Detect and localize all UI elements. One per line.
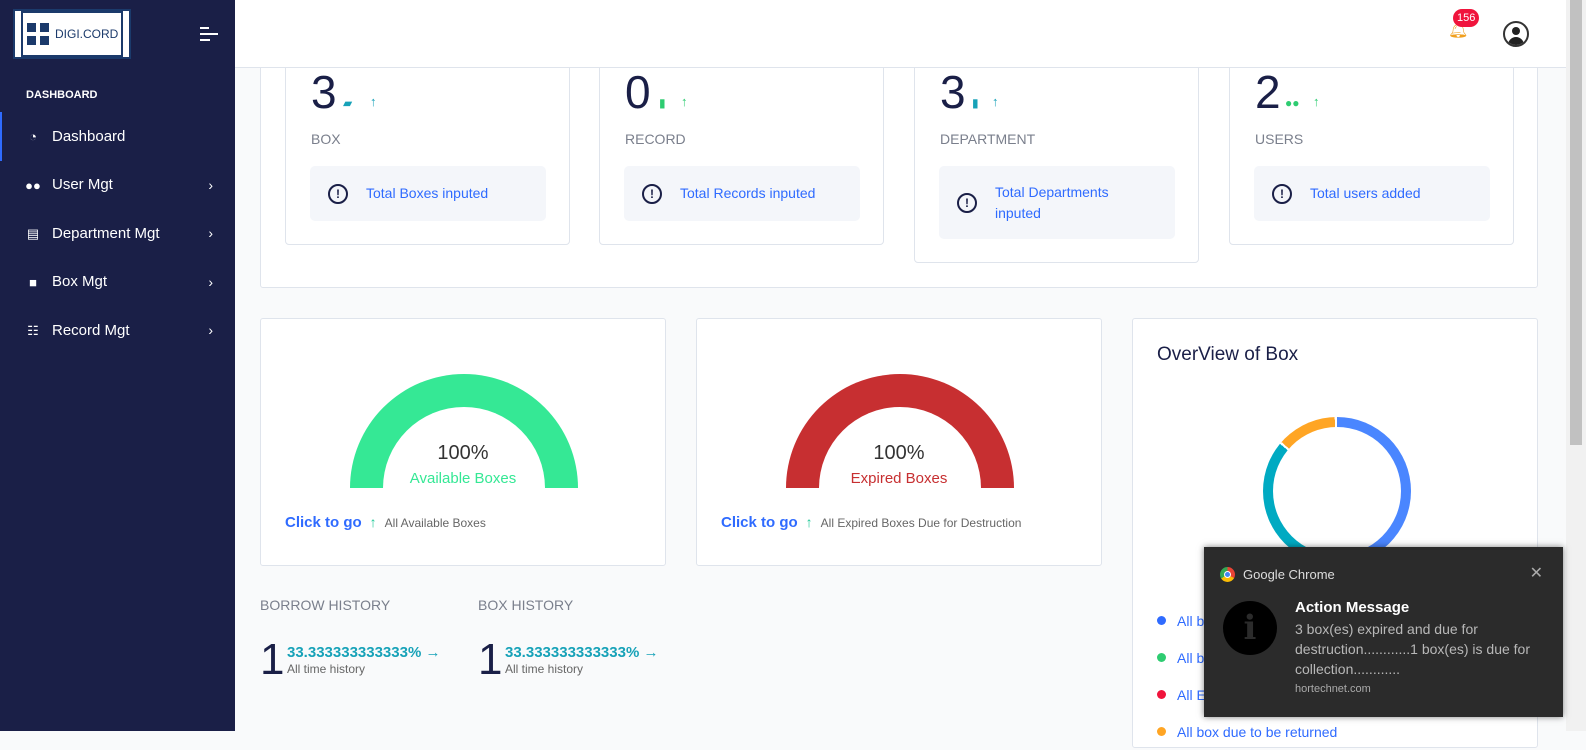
- gauge-label: Expired Boxes: [850, 470, 948, 487]
- gauge-percent: 100%: [873, 442, 925, 464]
- stat-info: ! Total Records inputed: [624, 166, 860, 221]
- stat-info-text: Total users added: [1310, 185, 1421, 201]
- click-to-go-link[interactable]: Click to go: [285, 514, 362, 531]
- building-icon: ▮: [972, 96, 979, 110]
- sidebar-section-label: DASHBOARD: [26, 89, 98, 101]
- box-history-title: BOX HISTORY: [478, 597, 574, 613]
- legend-item[interactable]: All E: [1157, 676, 1337, 713]
- logo-text: DIGI.CORD: [55, 27, 119, 41]
- top-header: 🔔︎ 156: [235, 0, 1566, 68]
- stat-card-department: 3 ▮ ↑ DEPARTMENT ! Total Departments input…: [914, 40, 1199, 263]
- stat-info: ! Total users added: [1254, 166, 1490, 221]
- users-icon: ●●: [1285, 96, 1300, 110]
- arrow-up-icon: ↑: [370, 94, 377, 109]
- legend-item[interactable]: All box due to be returned: [1157, 713, 1337, 750]
- notification-message: 3 box(es) expired and due for destructio…: [1295, 621, 1530, 677]
- history-sub: All time history: [287, 662, 366, 676]
- sidebar-item-label: User Mgt: [52, 176, 113, 194]
- users-icon: ●●: [25, 177, 41, 193]
- notification-title: Action Message: [1295, 599, 1410, 616]
- stat-value: 0: [625, 66, 651, 118]
- notification-badge[interactable]: 156: [1453, 9, 1480, 27]
- warehouse-icon: ▤: [26, 226, 40, 242]
- stat-label: BOX: [311, 131, 341, 147]
- chevron-right-icon: ›: [208, 225, 213, 242]
- stat-info: ! Total Boxes inputed: [310, 166, 546, 221]
- exclamation-icon: !: [328, 183, 348, 204]
- sidebar-item-label: Department Mgt: [52, 224, 160, 242]
- table-icon: ☷: [27, 323, 39, 339]
- stat-value: 2: [1255, 66, 1281, 118]
- user-avatar-icon[interactable]: [1503, 21, 1529, 47]
- sidebar-item-box-mgt[interactable]: ■ Box Mgt ›: [0, 258, 235, 307]
- box-icon: ■: [29, 274, 37, 290]
- stat-label: USERS: [1255, 131, 1304, 147]
- stat-info-text: Total Departments inputed: [995, 183, 1109, 221]
- sidebar-item-record-mgt[interactable]: ☷ Record Mgt ›: [0, 306, 235, 355]
- stat-label: RECORD: [625, 131, 686, 147]
- chevron-right-icon: ›: [208, 273, 213, 290]
- sidebar-item-dashboard[interactable]: ◔ Dashboard: [0, 112, 235, 161]
- arrow-up-icon: ↑: [681, 94, 688, 109]
- legend-item[interactable]: All b: [1157, 639, 1337, 676]
- sidebar-item-label: Record Mgt: [52, 321, 130, 339]
- logo[interactable]: DIGI.CORD: [13, 9, 131, 59]
- gauge-desc: All Expired Boxes Due for Destruction: [820, 516, 1022, 530]
- chevron-right-icon: ›: [208, 322, 213, 339]
- borrow-history-title: BORROW HISTORY: [260, 597, 391, 613]
- stat-info-text: Total Records inputed: [680, 185, 816, 201]
- file-import-icon: ▮: [659, 96, 666, 110]
- exclamation-icon: !: [1272, 183, 1292, 204]
- chrome-icon: [1220, 567, 1235, 582]
- history-percent: 33.333333333333% →: [287, 644, 441, 661]
- overview-donut-chart: [1263, 417, 1411, 565]
- stat-label: DEPARTMENT: [940, 131, 1036, 147]
- stat-value: 3: [940, 66, 966, 118]
- available-boxes-card: 100% Available Boxes Click to go ↑ All Ava…: [260, 318, 666, 566]
- legend-item[interactable]: All b: [1157, 602, 1337, 639]
- legend-dot: [1157, 727, 1166, 736]
- click-to-go-link[interactable]: Click to go: [721, 514, 798, 531]
- scrollbar[interactable]: [1566, 0, 1586, 731]
- legend-dot: [1157, 653, 1166, 662]
- notification-app: Google Chrome: [1243, 567, 1335, 582]
- stat-info: ! Total Departments inputed: [939, 166, 1175, 239]
- chevron-right-icon: ›: [208, 176, 213, 193]
- info-icon: i: [1223, 601, 1277, 655]
- sidebar-item-user-mgt[interactable]: ●● User Mgt ›: [0, 161, 235, 210]
- stat-info-text: Total Boxes inputed: [366, 185, 489, 201]
- notification-source: hortechnet.com: [1295, 683, 1371, 695]
- stat-card-users: 2 ●● ↑ USERS ! Total users added: [1229, 40, 1514, 245]
- sidebar-item-department-mgt[interactable]: ▤ Department Mgt ›: [0, 209, 235, 258]
- stat-card-record: 0 ▮ ↑ RECORD ! Total Records inputed: [599, 40, 884, 245]
- legend-dot: [1157, 616, 1166, 625]
- sidebar-item-label: Dashboard: [52, 127, 126, 145]
- menu-toggle-icon[interactable]: [200, 27, 218, 45]
- history-sub: All time history: [505, 662, 584, 676]
- close-icon[interactable]: ✕: [1529, 565, 1543, 582]
- gauge-percent: 100%: [437, 442, 489, 464]
- arrow-up-icon: ↑: [805, 514, 813, 530]
- gauge-label: Available Boxes: [409, 470, 517, 487]
- stat-value: 3: [311, 66, 337, 118]
- history-value: 1: [260, 635, 285, 684]
- overview-title: OverView of Box: [1157, 344, 1299, 365]
- stat-card-box: 3 ▰ ↑ BOX ! Total Boxes inputed: [285, 40, 570, 245]
- legend-dot: [1157, 690, 1166, 699]
- history-percent: 33.333333333333% →: [505, 644, 659, 661]
- history-value: 1: [478, 635, 503, 684]
- arrow-up-icon: ↑: [1313, 94, 1320, 109]
- arrow-up-icon: ↑: [369, 514, 377, 530]
- gauge-icon: ◔: [29, 129, 37, 145]
- expired-boxes-card: 100% Expired Boxes Click to go ↑ All Expir…: [696, 318, 1102, 566]
- chrome-notification[interactable]: Google Chrome ✕ i Action Message 3 box(e…: [1204, 547, 1563, 717]
- sidebar: DIGI.CORD DASHBOARD ◔ Dashboard ●● User Mg…: [0, 0, 235, 731]
- exclamation-icon: !: [642, 183, 662, 204]
- arrow-up-icon: ↑: [992, 94, 999, 109]
- boxes-icon: ▰: [343, 96, 353, 110]
- exclamation-icon: !: [957, 192, 977, 213]
- gauge-desc: All Available Boxes: [384, 516, 486, 530]
- sidebar-item-label: Box Mgt: [52, 273, 108, 291]
